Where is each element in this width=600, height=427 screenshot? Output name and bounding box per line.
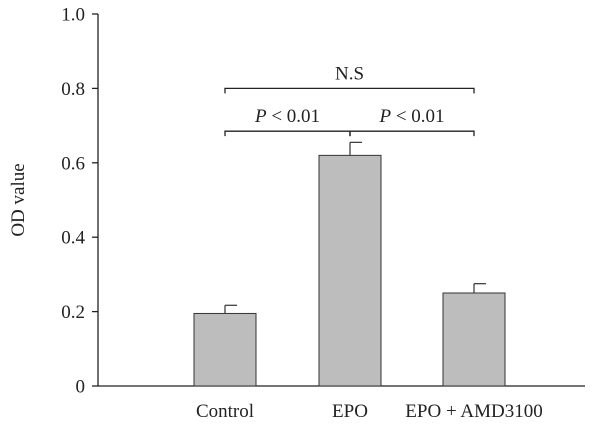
bar xyxy=(193,312,257,387)
y-tick-label: 0.6 xyxy=(61,153,85,174)
y-tick-label: 1.0 xyxy=(61,5,85,26)
x-axis: Control EPO EPO + AMD3100 xyxy=(98,385,585,422)
y-tick-label: 0 xyxy=(76,377,86,398)
x-tick-label: EPO xyxy=(332,401,368,422)
x-tick-label: Control xyxy=(196,401,254,422)
significance-bracket xyxy=(224,130,351,137)
bar xyxy=(442,292,506,387)
p-symbol: P xyxy=(378,106,391,127)
x-tick-label: EPO + AMD3100 xyxy=(405,401,542,422)
y-tick-label: 0.4 xyxy=(61,228,85,249)
significance-bracket xyxy=(224,87,475,94)
y-tick-label: 0.2 xyxy=(61,302,85,323)
y-axis-title: OD value xyxy=(8,163,29,236)
bars xyxy=(193,141,506,387)
significance-label: P < 0.01 xyxy=(378,106,444,127)
y-tick-label: 0.8 xyxy=(61,79,85,100)
significance-bracket xyxy=(349,130,475,137)
significance-label: P < 0.01 xyxy=(254,106,320,127)
y-axis: 0 0.2 0.4 0.6 0.8 1.0 xyxy=(61,5,99,398)
p-threshold: < 0.01 xyxy=(267,106,320,127)
p-threshold: < 0.01 xyxy=(391,106,444,127)
p-symbol: P xyxy=(254,106,267,127)
significance-annotations: N.SP < 0.01 P < 0.01 xyxy=(224,63,475,137)
bar xyxy=(318,154,382,387)
significance-label: N.S xyxy=(335,63,364,84)
